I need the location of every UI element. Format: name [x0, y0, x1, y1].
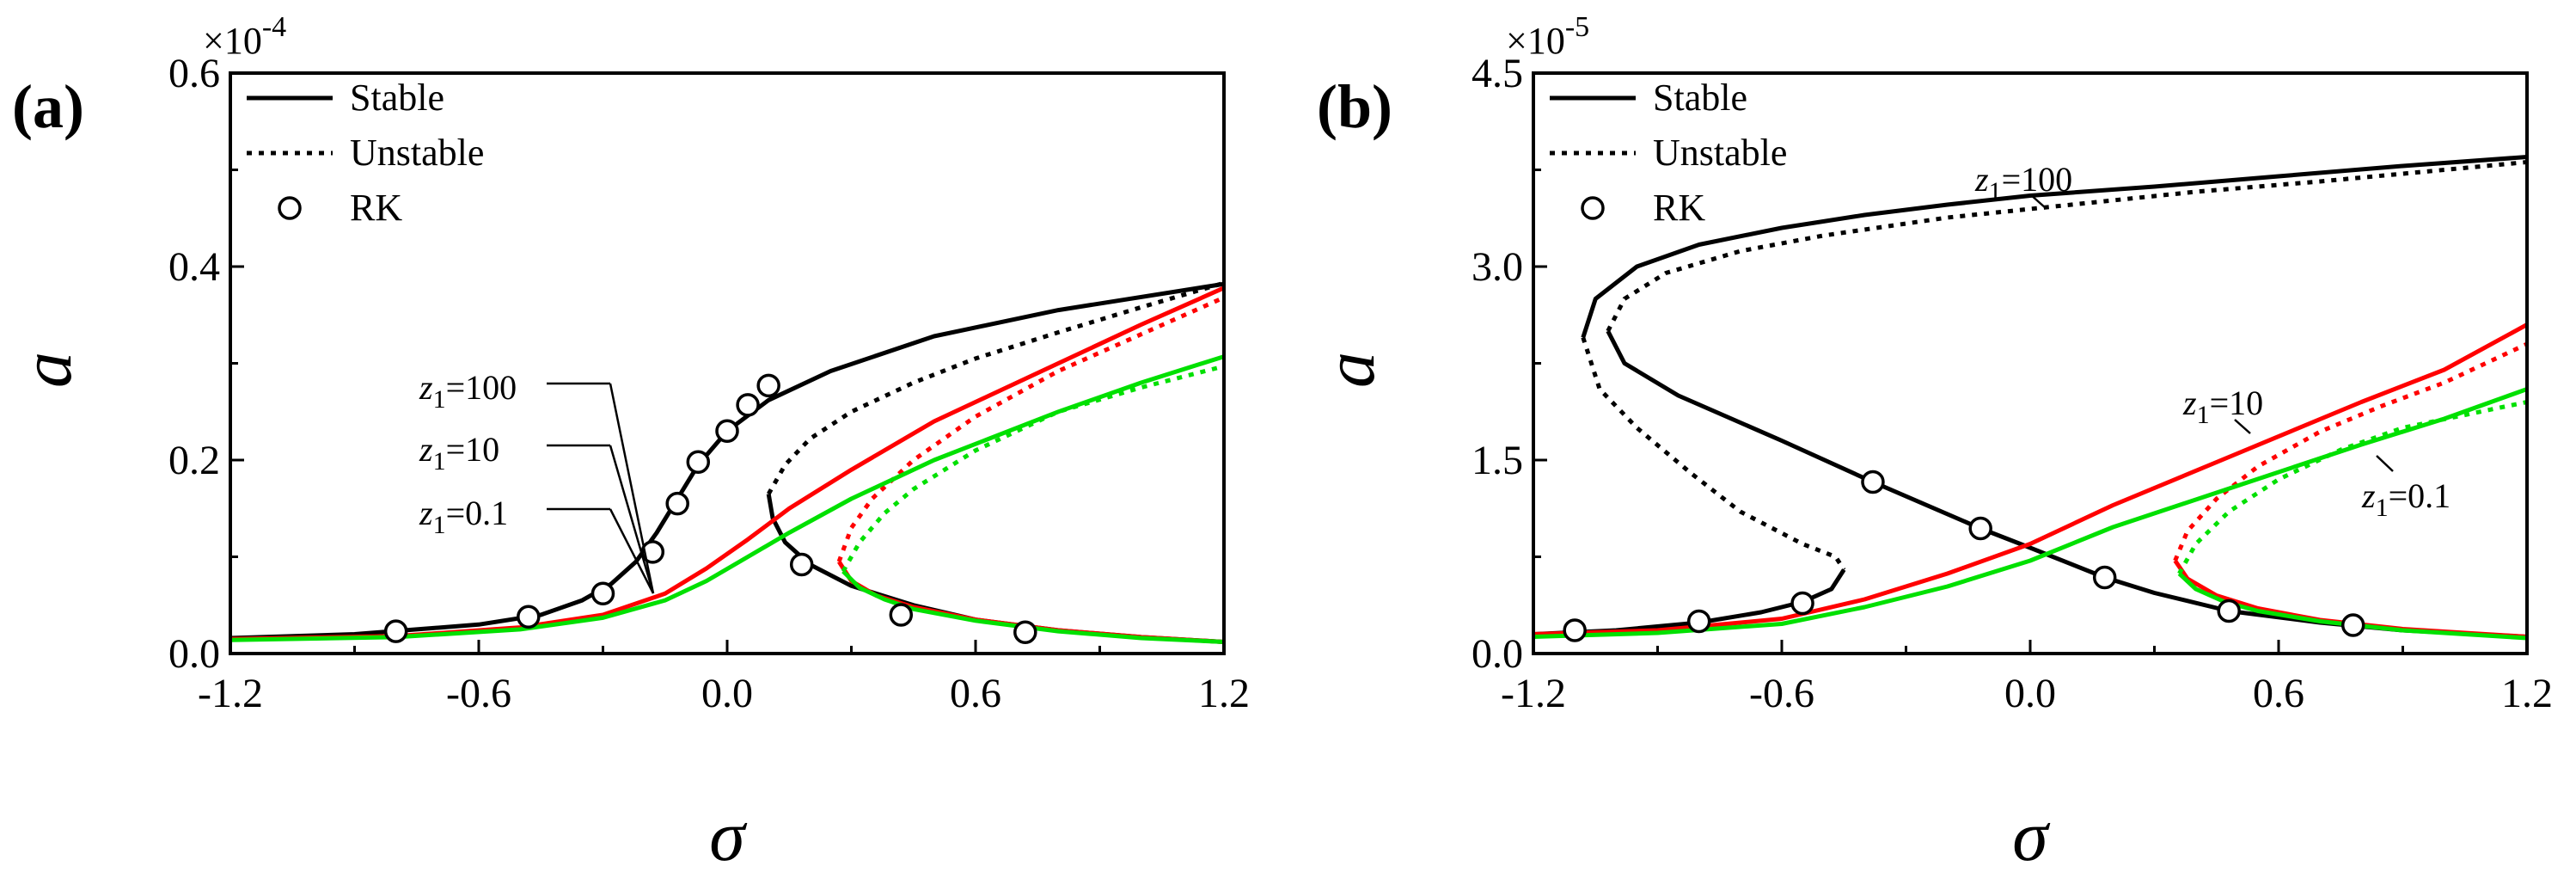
y-tick-label: 0.4 [168, 244, 220, 290]
series-line [1581, 155, 2527, 339]
annotation-leader [2234, 419, 2251, 434]
rk-point [756, 373, 780, 398]
x-tick-label: -0.6 [1749, 671, 1814, 716]
series-line [2177, 400, 2527, 575]
rk-point [789, 552, 814, 577]
rk-point [736, 393, 760, 417]
rk-point [686, 450, 711, 474]
series-line [766, 493, 1224, 644]
series-line [1581, 336, 1846, 571]
legend-label: RK [350, 187, 402, 229]
rk-point [590, 581, 615, 605]
legend-label: Stable [350, 77, 444, 119]
rk-point [517, 605, 541, 629]
x-tick-label: 1.2 [2501, 671, 2553, 716]
rk-point [1968, 516, 1992, 541]
legend: Stable Unstable RK [1550, 77, 1787, 229]
rk-point [665, 491, 689, 516]
x-tick-label: -0.6 [446, 671, 511, 716]
rk-point [889, 603, 914, 627]
panel-a: -1.2 -0.6 0.0 0.6 1.20.00.20.40.6×10-4(a)aσS… [7, 11, 1250, 876]
curve-annotation: z1=100 [419, 368, 517, 414]
panel-label: (a) [12, 72, 84, 141]
legend-label: Unstable [1653, 132, 1787, 174]
y-tick-label: 3.0 [1472, 244, 1523, 290]
series-line [841, 569, 1224, 644]
rk-point [1563, 618, 1587, 642]
curve-annotation: z1=10 [2182, 384, 2263, 429]
series-line [767, 280, 1224, 495]
rk-point [1861, 470, 1885, 494]
legend-label: Unstable [350, 132, 484, 174]
y-multiplier: ×10-5 [1506, 11, 1589, 62]
y-tick-label: 0.0 [168, 631, 220, 677]
rk-point [2217, 599, 2241, 623]
series-line [2177, 572, 2527, 641]
annotation-leader [609, 508, 655, 594]
x-tick-label: 0.0 [2004, 671, 2056, 716]
x-tick-label: 1.2 [1198, 671, 1250, 716]
panel-label: (b) [1317, 72, 1392, 141]
legend-swatch-circle [278, 196, 302, 220]
y-tick-label: 1.5 [1472, 438, 1523, 483]
series-group [230, 280, 1224, 644]
x-tick-label: -1.2 [198, 671, 263, 716]
y-tick-label: 0.6 [168, 51, 220, 96]
x-tick-label: -1.2 [1501, 671, 1566, 716]
legend: Stable Unstable RK [247, 77, 484, 229]
x-axis-label: σ [2012, 796, 2051, 876]
series-line [230, 354, 1224, 642]
rk-point [715, 419, 739, 443]
x-tick-label: 0.6 [950, 671, 1001, 716]
series-line [2173, 341, 2527, 562]
y-tick-label: 4.5 [1472, 51, 1523, 96]
curve-annotation: z1=0.1 [419, 494, 508, 539]
y-axis-label: a [7, 352, 87, 388]
rk-point [1013, 620, 1037, 644]
y-tick-label: 0.0 [1472, 631, 1523, 677]
series-line [230, 285, 1224, 642]
series-line [841, 364, 1224, 573]
rk-point [1686, 609, 1711, 634]
panel-b: -1.2 -0.6 0.0 0.6 1.2 0.0 1.5 3.0 4.5×10-5 (b) a σ S… [1310, 11, 2553, 876]
series-line [1533, 322, 2527, 636]
y-multiplier: ×10-4 [203, 11, 286, 62]
rk-point [2092, 565, 2117, 590]
curve-annotation: z1=10 [419, 430, 499, 476]
curve-annotation: z1=0.1 [2361, 476, 2451, 522]
annotation-leader [609, 383, 655, 594]
rk-point [1790, 591, 1814, 616]
legend-swatch-circle [1581, 196, 1605, 220]
annotation-leader [2376, 455, 2394, 472]
y-axis-label: a [1310, 352, 1390, 388]
series-line [1533, 387, 2527, 639]
series-line [230, 281, 1224, 641]
legend-label: Stable [1653, 77, 1747, 119]
x-tick-label: 0.6 [2253, 671, 2304, 716]
series-line [836, 295, 1224, 562]
rk-point [383, 619, 408, 643]
y-tick-label: 0.2 [168, 438, 220, 483]
x-axis-label: σ [709, 796, 748, 876]
legend-label: RK [1653, 187, 1705, 229]
curve-annotation: z1=100 [1974, 160, 2072, 206]
series-group [1533, 155, 2527, 641]
annotation-leader [2029, 193, 2047, 209]
x-tick-label: 0.0 [701, 671, 753, 716]
rk-point [2340, 613, 2365, 637]
annotation-leader [609, 445, 655, 594]
